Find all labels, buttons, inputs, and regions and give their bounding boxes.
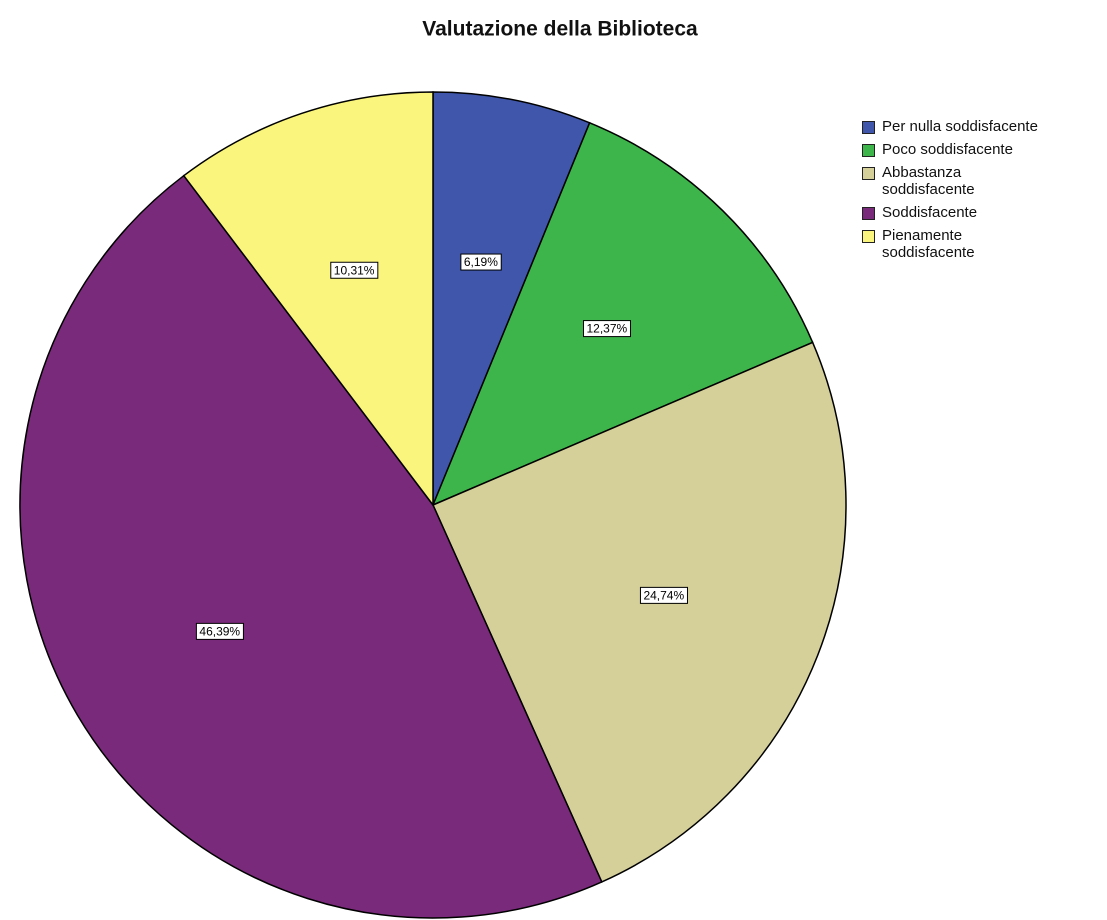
legend-item: Pienamente soddisfacente — [862, 227, 1038, 261]
slice-label-text: 46,39% — [199, 624, 240, 638]
slice-label: 12,37% — [582, 320, 632, 338]
pie-slice — [432, 91, 591, 506]
legend-item: Abbastanza soddisfacente — [862, 164, 1038, 198]
slice-label: 6,19% — [460, 253, 502, 271]
slice-label: 46,39% — [195, 622, 244, 640]
pie-slice — [431, 121, 814, 507]
legend-item: Per nulla soddisfacente — [862, 118, 1038, 135]
slice-label-box — [582, 320, 632, 338]
slice-label: 10,31% — [330, 261, 379, 279]
legend: Per nulla soddisfacente Poco soddisfacent… — [862, 118, 1038, 267]
pie-slice — [182, 91, 434, 508]
pie-slice — [432, 341, 847, 883]
legend-swatch — [862, 230, 875, 243]
slice-label: 24,74% — [639, 586, 688, 604]
legend-label: Per nulla soddisfacente — [882, 118, 1038, 135]
legend-label: Poco soddisfacente — [882, 141, 1013, 158]
legend-label: Soddisfacente — [882, 204, 978, 221]
legend-swatch — [862, 167, 875, 180]
legend-item: Poco soddisfacente — [862, 141, 1038, 158]
legend-item: Soddisfacente — [862, 204, 1038, 221]
legend-swatch — [862, 207, 875, 220]
legend-swatch — [862, 121, 875, 134]
slice-label-box — [639, 586, 688, 604]
slice-label-box — [195, 622, 244, 640]
slice-label-text: 24,74% — [643, 588, 684, 602]
slice-label-text: 6,19% — [464, 255, 498, 269]
chart-title: Valutazione della Biblioteca — [422, 18, 698, 41]
slice-label-box — [330, 261, 379, 279]
slice-label-text: 12,37% — [586, 322, 627, 336]
legend-swatch — [862, 144, 875, 157]
legend-label: Pienamente soddisfacente — [882, 227, 975, 261]
pie-slice — [19, 174, 603, 919]
legend-label: Abbastanza soddisfacente — [882, 164, 975, 198]
slice-label-box — [460, 253, 502, 271]
slice-label-text: 10,31% — [334, 263, 375, 277]
